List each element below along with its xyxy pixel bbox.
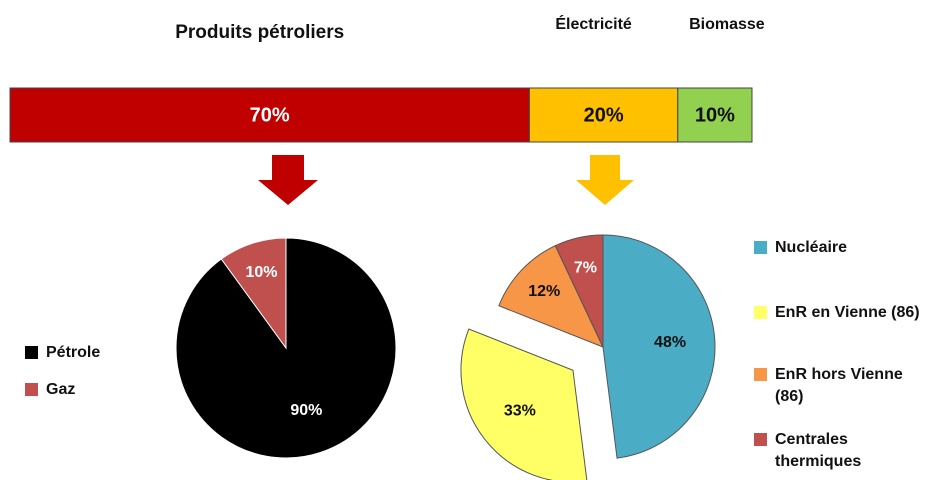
legend-label: EnR en Vienne (86) — [775, 304, 920, 321]
pie-slice — [498, 244, 604, 348]
value-label: 90% — [290, 402, 322, 419]
legend-swatch — [25, 383, 38, 396]
legend-entry: Gaz — [25, 379, 145, 401]
value-label: 70% — [250, 104, 290, 126]
legend-label: Centrales thermiques — [775, 431, 862, 470]
value-label: 10% — [695, 104, 735, 126]
value-label: 48% — [654, 334, 686, 351]
value-label: 33% — [504, 403, 536, 420]
legend-swatch — [754, 433, 767, 446]
value-label: 20% — [584, 104, 624, 126]
series-label: Produits pétroliers — [175, 22, 344, 43]
arrow — [576, 155, 634, 205]
legend-label: Pétrole — [46, 344, 101, 361]
bar-segment — [9, 87, 530, 143]
bar-segment — [528, 87, 679, 143]
value-label: 12% — [528, 283, 560, 300]
value-label: 7% — [574, 260, 597, 277]
arrow — [258, 155, 318, 205]
legend-swatch — [754, 306, 767, 319]
legend-entry: EnR en Vienne (86) — [754, 302, 934, 324]
legend-entry: Nucléaire — [754, 237, 934, 259]
series-label: Biomasse — [689, 16, 765, 33]
legend-label: EnR hors Vienne (86) — [775, 366, 903, 405]
pie-slice — [554, 234, 604, 348]
legend-label: Gaz — [46, 381, 76, 398]
legend-entry: Pétrole — [25, 342, 145, 364]
pie-slice — [460, 328, 588, 480]
legend-swatch — [754, 241, 767, 254]
bar-segment — [677, 87, 753, 143]
legend-entry: EnR hors Vienne (86) — [754, 364, 934, 408]
legend-entry: Centrales thermiques — [754, 429, 934, 473]
value-label: 10% — [246, 264, 278, 281]
pie-slice — [602, 234, 716, 459]
series-label: Électricité — [555, 14, 632, 33]
legend-swatch — [25, 346, 38, 359]
pie-slice — [220, 237, 287, 350]
legend-label: Nucléaire — [775, 239, 848, 256]
legend-swatch — [754, 368, 767, 381]
